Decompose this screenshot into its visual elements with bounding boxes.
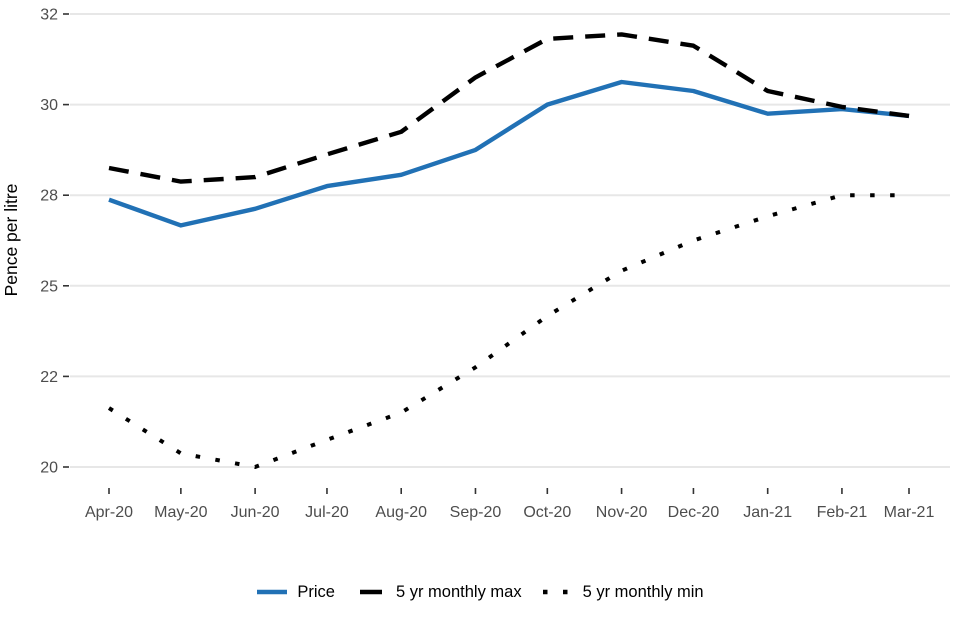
y-axis-tick-label-32: 32 [40, 7, 58, 24]
x-axis-tick-label-Sep-20: Sep-20 [450, 504, 502, 521]
y-axis-tick-label-28: 28 [40, 188, 58, 205]
series-group [107, 32, 910, 469]
x-axis-tick-label-Nov-20: Nov-20 [596, 504, 648, 521]
x-axis-tick-label-Jul-20: Jul-20 [305, 504, 349, 521]
legend-label: 5 yr monthly max [395, 583, 522, 601]
x-axis-tick-label-Jun-20: Jun-20 [231, 504, 280, 521]
legend-item-5-yr-monthly-min: 5 yr monthly min [542, 584, 704, 601]
y-axis-title: Pence per litre [1, 184, 21, 297]
solid-line-swatch-icon [257, 590, 288, 595]
x-axis-tick-label-Jan-21: Jan-21 [743, 504, 792, 521]
y-axis-tick-label-25: 25 [40, 278, 58, 295]
y-axis-tick-label-22: 22 [40, 369, 58, 386]
x-axis-tick-label-Apr-20: Apr-20 [85, 504, 133, 521]
dotted-line-swatch-icon [542, 590, 573, 595]
x-axis-tick-label-Dec-20: Dec-20 [668, 504, 720, 521]
x-axis-tick-label-May-20: May-20 [154, 504, 207, 521]
legend-item-5-yr-monthly-max: 5 yr monthly max [355, 584, 522, 601]
axis-labels-group: 20 22 25 28 30 32 Apr-20 May-20 Jun-20 Jul-20 Aug-… [40, 7, 934, 522]
legend: Price 5 yr monthly max 5 yr monthly min [0, 584, 960, 601]
gridlines-group [70, 13, 950, 468]
series-line-5-yr-monthly-min [107, 193, 909, 469]
ticks-group [63, 13, 910, 494]
series-line-price [108, 79, 910, 228]
y-axis-tick-label-20: 20 [40, 460, 58, 477]
legend-label: 5 yr monthly min [582, 583, 704, 601]
series-line-5-yr-monthly-max [108, 32, 910, 184]
legend-label: Price [297, 583, 335, 601]
y-axis-tick-label-30: 30 [40, 97, 58, 114]
dashed-line-swatch-icon [359, 590, 382, 595]
x-axis-tick-label-Mar-21: Mar-21 [884, 504, 935, 521]
x-axis-tick-label-Feb-21: Feb-21 [817, 504, 868, 521]
legend-item-price: Price [256, 584, 335, 601]
x-axis-tick-label-Aug-20: Aug-20 [375, 504, 427, 521]
x-axis-tick-label-Oct-20: Oct-20 [523, 504, 571, 521]
